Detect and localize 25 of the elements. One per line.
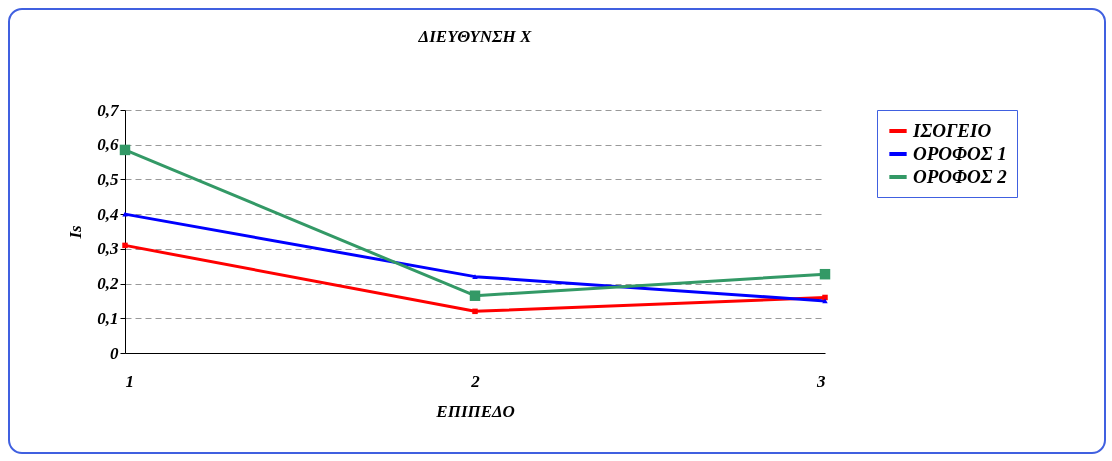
- y-tick-label: 0: [110, 343, 119, 363]
- y-axis-title: Is: [66, 225, 86, 240]
- x-tick-label: 2: [470, 371, 481, 391]
- point: [822, 298, 828, 304]
- legend-label: ΙΣΟΓΕΙΟ: [912, 120, 992, 141]
- point: [469, 290, 481, 301]
- x-tick-label: 3: [816, 371, 826, 391]
- y-tick-label: 0,2: [97, 274, 119, 294]
- point: [819, 268, 831, 280]
- legend-label: ΟΡΟΦΟΣ 1: [913, 143, 1007, 164]
- point: [122, 242, 128, 249]
- chart-title: ΔΙΕΥΘΥΝΣΗ Χ: [417, 27, 533, 46]
- point: [472, 274, 478, 279]
- x-tick-label: 1: [125, 371, 134, 391]
- y-tick-label: 0,5: [97, 169, 119, 189]
- legend-label: ΟΡΟΦΟΣ 2: [913, 166, 1008, 187]
- y-tick-label: 0,4: [97, 204, 119, 224]
- y-tick-label: 0,7: [97, 100, 120, 120]
- y-tick-label: 0,1: [97, 308, 119, 328]
- point: [119, 144, 131, 156]
- y-tick-label: 0,3: [97, 239, 119, 259]
- point: [822, 294, 828, 301]
- point: [472, 308, 478, 315]
- y-tick-label: 0,6: [97, 135, 119, 155]
- x-axis-title: ΕΠΙΠΕΔΟ: [435, 401, 515, 421]
